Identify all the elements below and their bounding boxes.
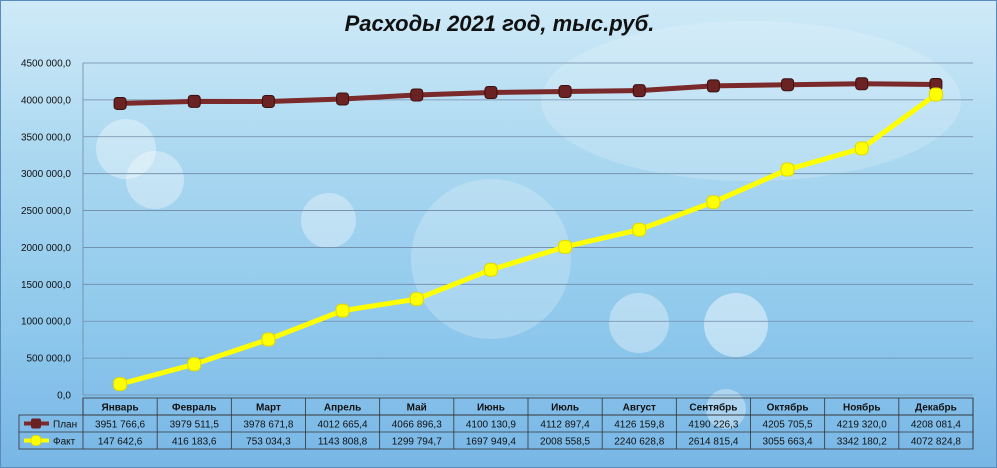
fact-point (632, 222, 647, 237)
legend-marker-plan (31, 418, 41, 429)
x-tick-label: Март (256, 403, 281, 414)
y-tick-label: 0,0 (57, 391, 71, 402)
series-name-label: Факт (53, 437, 76, 448)
fact-point (854, 141, 869, 156)
data-label: 3979 511,5 (170, 420, 220, 431)
data-label: 1143 808,8 (318, 437, 368, 448)
fact-point (483, 262, 498, 277)
plan-point (781, 78, 795, 92)
plan-point (113, 96, 127, 110)
bokeh-decoration (609, 293, 669, 353)
y-tick-label: 4000 000,0 (21, 95, 71, 106)
y-tick-label: 500 000,0 (27, 354, 72, 365)
x-tick-label: Октябрь (767, 402, 809, 414)
bokeh-decoration (301, 193, 356, 248)
x-tick-label: Ноябрь (843, 402, 880, 414)
x-tick-label: Май (407, 403, 427, 414)
plan-point (336, 92, 350, 106)
data-label: 4190 226,3 (688, 420, 738, 431)
data-label: 1697 949,4 (466, 437, 516, 448)
y-axis-ticks: 0,0 500 000,0 1000 000,0 1500 000,0 2000 000… (21, 59, 71, 402)
plan-point (632, 84, 646, 98)
plan-point (187, 94, 201, 108)
data-label: 2240 628,8 (614, 437, 664, 448)
data-label: 4219 320,0 (837, 420, 887, 431)
plan-point (410, 88, 424, 102)
fact-point (113, 377, 128, 392)
y-tick-label: 1000 000,0 (21, 317, 71, 328)
chart-title: Расходы 2021 год, тыс.руб. (344, 11, 655, 36)
legend-marker-fact (30, 435, 42, 446)
data-label: 4208 081,4 (911, 420, 961, 431)
bokeh-decoration (96, 119, 156, 179)
x-tick-label: Февраль (172, 403, 216, 414)
data-label: 2008 558,5 (540, 437, 590, 448)
y-tick-label: 4500 000,0 (21, 59, 71, 70)
data-label: 4072 824,8 (911, 437, 961, 448)
x-tick-label: Декабрь (915, 402, 957, 414)
plan-point (706, 79, 720, 93)
y-tick-label: 2500 000,0 (21, 206, 71, 217)
x-tick-label: Август (623, 403, 656, 414)
x-tick-label: Июнь (477, 403, 505, 414)
x-tick-label: Апрель (324, 403, 361, 414)
fact-point (706, 195, 721, 210)
bokeh-decoration (541, 21, 961, 181)
data-table: Январь Февраль Март Апрель Май Июнь Июль Август… (18, 397, 974, 450)
y-tick-label: 2000 000,0 (21, 243, 71, 254)
bokeh-decoration (126, 151, 184, 209)
plan-point (855, 77, 869, 91)
data-label: 3055 663,4 (763, 437, 813, 448)
data-label: 416 183,6 (172, 437, 217, 448)
data-label: 753 034,3 (246, 437, 291, 448)
fact-point (187, 357, 202, 372)
data-label: 147 642,6 (98, 437, 143, 448)
x-tick-label: Июль (551, 403, 579, 414)
grid-layer (82, 62, 973, 396)
data-label: 3342 180,2 (837, 437, 887, 448)
plan-point (261, 94, 275, 108)
data-label: 4100 130,9 (466, 420, 516, 431)
data-label: 4112 897,4 (540, 420, 590, 431)
series-line-plan (120, 81, 936, 106)
data-label: 4205 705,5 (763, 420, 813, 431)
series-layer (113, 77, 943, 392)
data-label: 4012 665,4 (318, 420, 368, 431)
bokeh-decoration (706, 389, 746, 429)
fact-point (558, 239, 573, 254)
series-line-fact (119, 92, 938, 387)
y-tick-label: 3000 000,0 (21, 169, 71, 180)
series-name-label: План (53, 420, 77, 431)
data-label: 4066 896,3 (392, 420, 442, 431)
fact-point (409, 292, 424, 307)
x-tick-label: Январь (102, 403, 139, 414)
data-label: 4126 159,8 (614, 420, 664, 431)
fact-point (261, 332, 276, 347)
data-label: 3951 766,6 (95, 420, 145, 431)
bokeh-decoration (411, 179, 571, 339)
bokeh-decoration (704, 293, 768, 357)
fact-point (335, 303, 350, 318)
data-label: 2614 815,4 (688, 437, 738, 448)
y-tick-label: 3500 000,0 (21, 132, 71, 143)
data-label: 1299 794,7 (392, 437, 442, 448)
fact-point (780, 162, 795, 177)
data-label: 3978 671,8 (243, 420, 293, 431)
x-tick-label: Сентябрь (689, 402, 737, 414)
plan-point (558, 85, 572, 99)
y-tick-label: 1500 000,0 (21, 280, 71, 291)
plan-point (484, 86, 498, 100)
fact-point (928, 87, 943, 102)
